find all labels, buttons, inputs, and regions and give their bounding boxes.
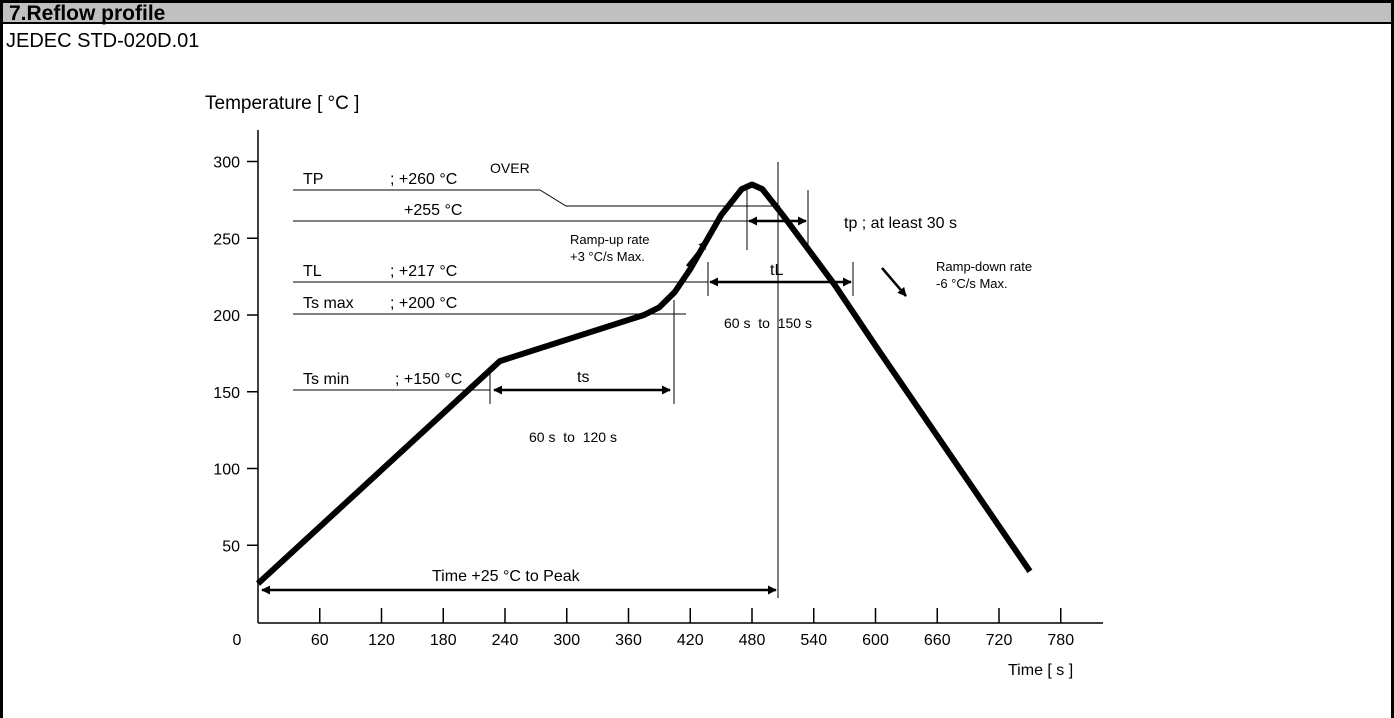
y-tick-label-300: 300 xyxy=(213,155,240,172)
tl-value: ; +217 °C xyxy=(390,263,457,280)
x-tick-label-720: 720 xyxy=(986,632,1013,649)
x-tick-label-420: 420 xyxy=(677,632,704,649)
reflow-profile-curve xyxy=(255,181,1033,586)
y-tick-label-250: 250 xyxy=(213,231,240,248)
x-tick-label-540: 540 xyxy=(800,632,827,649)
x-tick-label-360: 360 xyxy=(615,632,642,649)
ramp-up-line1: Ramp-up rate xyxy=(570,232,649,247)
y-tick-label-50: 50 xyxy=(222,538,240,555)
tsmin-value: ; +150 °C xyxy=(395,371,462,388)
tp-label: TP xyxy=(303,171,323,188)
tsmax-value: ; +200 °C xyxy=(390,295,457,312)
ramp-up-line2: +3 °C/s Max. xyxy=(570,249,645,264)
ramp-down-line1: Ramp-down rate xyxy=(936,259,1032,274)
x-ticks: 0 60 120 180 240 300 360 420 480 540 600 660 720 780 xyxy=(233,608,1074,649)
x-tick-label-0: 0 xyxy=(233,632,242,649)
tp-note: tp ; at least 30 s xyxy=(844,215,957,232)
ramp-down-line2: -6 °C/s Max. xyxy=(936,276,1008,291)
over-label: OVER xyxy=(490,160,530,176)
y-tick-label-150: 150 xyxy=(213,385,240,402)
tp-value: ; +260 °C xyxy=(390,171,457,188)
y-tick-label-200: 200 xyxy=(213,308,240,325)
time-to-peak-label: Time +25 °C to Peak xyxy=(432,568,581,585)
x-tick-label-600: 600 xyxy=(862,632,889,649)
ts-range-label: 60 s to 120 s xyxy=(529,429,617,445)
x-tick-label-300: 300 xyxy=(553,632,580,649)
section-header: 7.Reflow profile xyxy=(0,0,1394,25)
x-tick-label-780: 780 xyxy=(1047,632,1074,649)
y-ticks: 50 100 150 200 250 300 xyxy=(213,155,258,555)
tL-range-label: 60 s to 150 s xyxy=(724,315,812,331)
x-tick-label-480: 480 xyxy=(739,632,766,649)
over-leader xyxy=(539,189,780,207)
y-tick-label-100: 100 xyxy=(213,462,240,479)
x-tick-label-120: 120 xyxy=(368,632,395,649)
tl-label: TL xyxy=(303,263,322,280)
tsmax-label: Ts max xyxy=(303,295,354,312)
x-tick-label-660: 660 xyxy=(924,632,951,649)
y-axis-label: Temperature [ °C ] xyxy=(205,93,359,114)
x-tick-label-240: 240 xyxy=(492,632,519,649)
standard-label: JEDEC STD-020D.01 xyxy=(6,30,200,52)
ramp-down-arrow xyxy=(881,267,907,297)
x-axis-label: Time [ s ] xyxy=(1008,662,1073,679)
tL-label: tL xyxy=(770,262,783,279)
x-tick-label-60: 60 xyxy=(311,632,329,649)
tsmin-label: Ts min xyxy=(303,371,349,388)
ts-label: ts xyxy=(577,369,589,386)
t255-label: +255 °C xyxy=(404,202,462,219)
section-title: 7.Reflow profile xyxy=(9,2,166,25)
x-tick-label-180: 180 xyxy=(430,632,457,649)
